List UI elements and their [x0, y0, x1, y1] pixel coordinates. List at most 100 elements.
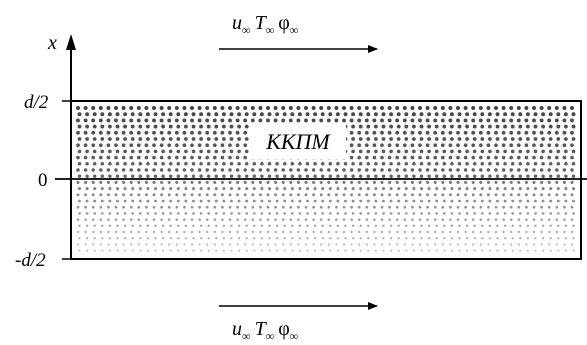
particle-dot — [83, 106, 88, 110]
particle-dot — [235, 106, 240, 110]
particle-dot — [425, 155, 430, 160]
particle-dot — [115, 124, 120, 129]
particle-dot — [554, 143, 559, 148]
particle-dot — [547, 118, 552, 123]
particle-dot — [548, 137, 553, 141]
particle-dot — [496, 224, 499, 228]
particle-dot — [547, 143, 552, 148]
particle-dot — [114, 205, 118, 209]
particle-dot — [450, 162, 454, 166]
particle-dot — [372, 168, 377, 172]
particle-dot — [434, 149, 439, 154]
particle-dot — [441, 205, 445, 209]
particle-dot — [570, 243, 574, 246]
particle-dot — [420, 224, 423, 228]
particle-dot — [373, 205, 376, 209]
particle-dot — [274, 218, 277, 221]
tick-label-zero: 0 — [38, 170, 48, 191]
particle-dot — [175, 230, 178, 234]
particle-dot — [342, 106, 346, 110]
particle-dot — [130, 230, 133, 234]
particle-dot — [101, 237, 104, 240]
particle-dot — [570, 130, 574, 135]
particle-dot — [138, 212, 142, 215]
particle-dot — [533, 174, 538, 178]
particle-dot — [381, 112, 386, 117]
particle-dot — [258, 118, 263, 123]
particle-dot — [205, 205, 209, 209]
particle-dot — [564, 199, 568, 203]
particle-dot — [563, 124, 568, 129]
particle-dot — [258, 106, 263, 110]
particle-dot — [358, 124, 363, 129]
particle-dot — [335, 218, 338, 221]
particle-dot — [281, 180, 285, 184]
particle-dot — [328, 187, 332, 191]
particle-dot — [420, 199, 423, 203]
particle-dot — [291, 224, 294, 228]
particle-dot — [252, 187, 256, 191]
particle-dot — [479, 205, 483, 209]
particle-dot — [144, 118, 149, 123]
particle-dot — [229, 187, 234, 191]
particle-dot — [365, 218, 369, 221]
particle-dot — [122, 193, 126, 197]
particle-dot — [411, 243, 414, 246]
particle-dot — [357, 143, 362, 148]
particle-dot — [478, 143, 483, 148]
particle-dot — [344, 237, 347, 240]
particle-dot — [175, 205, 179, 209]
particle-dot — [306, 249, 309, 252]
particle-dot — [160, 205, 163, 209]
particle-dot — [374, 212, 378, 215]
particle-dot — [290, 162, 295, 166]
particle-dot — [532, 106, 536, 110]
particle-dot — [511, 249, 514, 252]
particle-dot — [159, 106, 164, 110]
particle-dot — [344, 249, 347, 252]
particle-dot — [153, 124, 158, 129]
particle-dot — [266, 230, 270, 234]
particle-dot — [167, 106, 172, 110]
particle-dot — [122, 180, 126, 184]
particle-dot — [487, 243, 490, 246]
particle-dot — [463, 155, 468, 160]
particle-dot — [456, 118, 460, 123]
particle-dot — [448, 118, 453, 123]
particle-dot — [122, 243, 125, 246]
particle-dot — [206, 137, 211, 141]
particle-dot — [427, 162, 431, 166]
particle-dot — [503, 162, 507, 166]
particle-dot — [502, 243, 505, 246]
particle-dot — [397, 224, 400, 228]
particle-dot — [167, 118, 172, 123]
particle-dot — [85, 199, 89, 203]
particle-dot — [190, 106, 194, 110]
particle-dot — [205, 168, 209, 172]
particle-dot — [91, 193, 95, 197]
particle-dot — [547, 180, 551, 184]
particle-dot — [116, 249, 119, 252]
particle-dot — [372, 180, 376, 184]
particle-dot — [182, 118, 187, 123]
particle-dot — [198, 193, 202, 197]
particle-dot — [464, 180, 468, 184]
particle-dot — [145, 205, 148, 209]
particle-dot — [366, 212, 370, 215]
particle-dot — [251, 205, 255, 209]
particle-dot — [251, 218, 255, 221]
particle-dot — [539, 168, 544, 172]
particle-dot — [131, 187, 135, 191]
particle-dot — [396, 174, 401, 178]
particle-dot — [456, 106, 460, 110]
particle-dot — [206, 124, 211, 129]
particle-dot — [106, 106, 111, 110]
particle-dot — [448, 130, 453, 135]
particle-dot — [243, 168, 247, 172]
particle-dot — [442, 137, 447, 141]
particle-dot — [442, 124, 447, 129]
particle-dot — [443, 224, 446, 228]
particle-dot — [465, 187, 469, 191]
particle-dot — [380, 106, 384, 110]
particle-dot — [450, 174, 454, 178]
